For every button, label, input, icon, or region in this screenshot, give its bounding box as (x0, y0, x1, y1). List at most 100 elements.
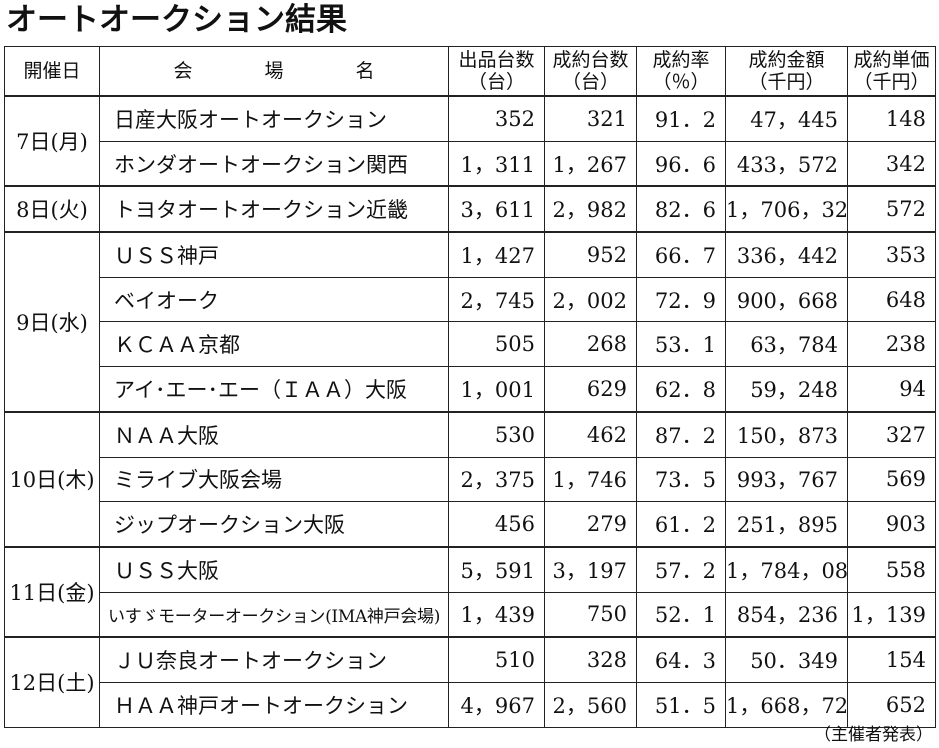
sold-cell: 2，982 (544, 185, 637, 233)
header-unit-price: 成約単価 （千円） (847, 46, 936, 97)
amount-cell: 47，445 (725, 94, 848, 142)
unit-price-cell: 154 (847, 636, 936, 683)
rate-cell: 52．1 (636, 591, 726, 638)
table-row: アイ･エー･エー（ＩＡＡ）大阪 1，001 629 62．8 59，248 94 (5, 366, 936, 413)
amount-cell: 150，873 (725, 410, 848, 458)
listed-cell: 2，745 (448, 276, 545, 323)
listed-cell: 352 (448, 94, 545, 142)
rate-cell: 91．2 (636, 94, 726, 142)
source-note: （主催者発表） (814, 725, 933, 745)
date-cell: 12日(土) (4, 636, 100, 728)
amount-cell: 1，706，326 (725, 185, 848, 233)
header-venue: 会場名 (99, 46, 449, 97)
sold-cell: 3，197 (544, 545, 637, 593)
table-row: 10日(木) ＮＡＡ大阪 530 462 87．2 150，873 327 (4, 410, 936, 548)
amount-cell: 50．349 (725, 636, 848, 683)
unit-price-cell: 353 (847, 231, 936, 278)
rate-cell: 82．6 (636, 185, 726, 233)
sold-cell: 1，267 (544, 140, 637, 187)
listed-cell: 1，427 (448, 231, 545, 278)
rate-cell: 72．9 (636, 276, 726, 323)
table-row: ＫＣＡＡ京都 505 268 53．1 63，784 238 (5, 321, 936, 368)
rate-cell: 61．2 (636, 501, 726, 548)
date-cell: 7日(月) (4, 94, 100, 187)
listed-cell: 1，311 (448, 140, 545, 187)
table-row: ホンダオートオークション関西 1，311 1，267 96．6 433，572 342 (5, 140, 936, 187)
listed-cell: 456 (448, 501, 545, 548)
unit-price-cell: 648 (847, 276, 936, 323)
listed-cell: 4，967 (448, 681, 545, 728)
unit-price-cell: 558 (847, 545, 936, 593)
auction-results-table: 開催日 会場名 出品台数 （台） 成約台数 （台） 成約率 （％） 成約金額 （千円） … (4, 46, 936, 728)
unit-price-cell: 903 (847, 501, 936, 548)
unit-price-cell: 572 (847, 185, 936, 233)
header-sold: 成約台数 （台） (544, 46, 637, 97)
listed-cell: 1，439 (448, 591, 545, 638)
rate-cell: 96．6 (636, 140, 726, 187)
unit-price-cell: 94 (847, 366, 936, 413)
sold-cell: 629 (544, 366, 637, 413)
table-row: 8日(火) トヨタオートオークション近畿 3，611 2，982 82．6 1，706，3… (4, 185, 936, 233)
sold-cell: 462 (544, 410, 637, 458)
rate-cell: 73．5 (636, 456, 726, 503)
rate-cell: 87．2 (636, 410, 726, 458)
sold-cell: 952 (544, 231, 637, 278)
header-listed: 出品台数 （台） (448, 46, 545, 97)
sold-cell: 328 (544, 636, 637, 683)
amount-cell: 854，236 (725, 591, 848, 638)
table-row: ジップオークション大阪 456 279 61．2 251，895 903 (5, 501, 936, 548)
listed-cell: 530 (448, 410, 545, 458)
header-venue-char: 会 (173, 60, 193, 82)
unit-price-cell: 238 (847, 321, 936, 368)
date-cell: 9日(水) (4, 231, 100, 413)
amount-cell: 63，784 (725, 321, 848, 368)
amount-cell: 336，442 (725, 231, 848, 278)
unit-price-cell: 342 (847, 140, 936, 187)
page-title: オートオークション結果 (6, 2, 347, 38)
table-row: 9日(水) ＵＳＳ神戸 1，427 952 66．7 336，442 353 (4, 231, 936, 413)
venue-cell: ミライブ大阪会場 (99, 456, 449, 503)
unit-price-cell: 327 (847, 410, 936, 458)
amount-cell: 1，668，721 (725, 681, 848, 728)
venue-cell: ＫＣＡＡ京都 (99, 321, 449, 368)
amount-cell: 433，572 (725, 140, 848, 187)
venue-cell: いすゞモーターオークション(IMA神戸会場) (99, 591, 449, 638)
amount-cell: 59，248 (725, 366, 848, 413)
table-row: ミライブ大阪会場 2，375 1，746 73．5 993，767 569 (5, 456, 936, 503)
rate-cell: 64．3 (636, 636, 726, 683)
rate-cell: 51．5 (636, 681, 726, 728)
unit-price-cell: 569 (847, 456, 936, 503)
table-row: ベイオーク 2，745 2，002 72．9 900，668 648 (5, 276, 936, 323)
rate-cell: 66．7 (636, 231, 726, 278)
listed-cell: 1，001 (448, 366, 545, 413)
sold-cell: 2，002 (544, 276, 637, 323)
venue-cell: アイ･エー･エー（ＩＡＡ）大阪 (99, 366, 449, 413)
venue-cell: ＵＳＳ大阪 (99, 545, 449, 593)
header-venue-char: 名 (355, 60, 375, 82)
sold-cell: 321 (544, 94, 637, 142)
sold-cell: 750 (544, 591, 637, 638)
sold-cell: 2，560 (544, 681, 637, 728)
venue-cell: 日産大阪オートオークション (99, 94, 449, 142)
header-date: 開催日 (4, 46, 100, 97)
date-cell: 8日(火) (4, 185, 100, 233)
unit-price-cell: 1，139 (847, 591, 936, 638)
listed-cell: 510 (448, 636, 545, 683)
date-cell: 10日(木) (4, 410, 100, 548)
header-amount: 成約金額 （千円） (725, 46, 848, 97)
table-body: 7日(月) 日産大阪オートオークション 352 321 91．2 47，445 148 ホンダ… (4, 94, 936, 728)
amount-cell: 1，784，089 (725, 545, 848, 593)
header-venue-char: 場 (264, 60, 284, 82)
rate-cell: 62．8 (636, 366, 726, 413)
table-row: 7日(月) 日産大阪オートオークション 352 321 91．2 47，445 148 (4, 94, 936, 187)
listed-cell: 5，591 (448, 545, 545, 593)
date-cell: 11日(金) (4, 545, 100, 638)
amount-cell: 993，767 (725, 456, 848, 503)
table-row: 12日(土) ＪＵ奈良オートオークション 510 328 64．3 50．349 154 (4, 636, 936, 728)
table-row: いすゞモーターオークション(IMA神戸会場) 1，439 750 52．1 854，23… (5, 591, 936, 638)
listed-cell: 505 (448, 321, 545, 368)
rate-cell: 57．2 (636, 545, 726, 593)
venue-cell: ジップオークション大阪 (99, 501, 449, 548)
